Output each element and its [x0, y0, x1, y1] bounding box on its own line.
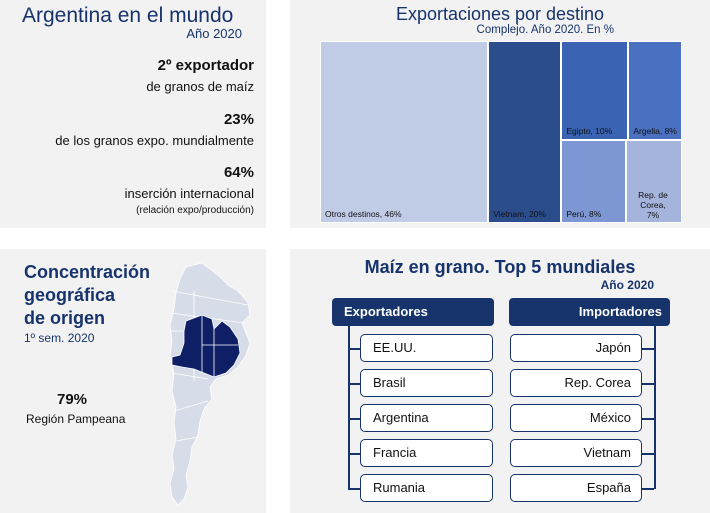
treemap-cell-label: Perú, 8%	[566, 208, 602, 219]
exporter-item: EE.UU.	[360, 334, 493, 362]
region-share-value: 79%	[57, 391, 88, 408]
exporters-connector	[348, 326, 350, 489]
pampeana-region	[171, 314, 241, 378]
treemap-cell-label: Argelia, 8%	[633, 126, 677, 137]
panel-subtitle: Año 2020	[186, 26, 242, 41]
importers-connector	[654, 326, 656, 489]
connector-tick	[642, 418, 654, 420]
importers-header: Importadores	[509, 298, 670, 326]
panel-title: Argentina en el mundo	[22, 4, 234, 27]
connector-tick	[348, 453, 360, 455]
panel-title: Concentración geográfica de origen	[24, 261, 150, 330]
importer-item: Japón	[510, 334, 642, 362]
region-share-label: Región Pampeana	[26, 412, 126, 426]
importer-item: Vietnam	[510, 439, 642, 467]
title-line: Concentración	[24, 262, 151, 282]
stat-world-share-label: de los granos expo. mundialmente	[55, 133, 254, 148]
connector-tick	[642, 488, 654, 490]
treemap-cell-label: Vietnam, 20%	[493, 209, 546, 219]
argentina-world-panel: Argentina en el mundo Año 2020 2º export…	[0, 0, 266, 228]
connector-tick	[348, 488, 360, 490]
panel-title: Maíz en grano. Top 5 mundiales	[364, 257, 636, 277]
chart-title: Exportaciones por destino	[395, 4, 605, 24]
stat-insertion-label: inserción internacional	[124, 186, 254, 201]
exporter-item: Rumania	[360, 474, 493, 502]
panel-subtitle: Año 2020	[600, 278, 654, 292]
treemap-cell: Rep. de Corea, 7%	[625, 140, 682, 223]
treemap-cell: Perú, 8%	[561, 140, 626, 223]
top5-world-panel: Maíz en grano. Top 5 mundiales Año 2020 …	[290, 249, 710, 513]
treemap-cell-label: Rep. de Corea, 7%	[638, 189, 668, 220]
importer-item: España	[510, 474, 642, 502]
treemap-cell: Otros destinos, 46%	[320, 41, 489, 223]
exporters-header: Exportadores	[332, 298, 494, 326]
connector-tick	[348, 383, 360, 385]
stat-insertion-note: (relación expo/producción)	[136, 205, 254, 216]
chart-subtitle: Complejo. Año 2020. En %	[476, 24, 614, 36]
stat-insertion: 64%	[223, 164, 254, 181]
pampeana-province-lines	[201, 315, 238, 377]
treemap-cell: Argelia, 8%	[628, 41, 682, 141]
treemap-cell: Egipto, 10%	[561, 41, 629, 141]
treemap-chart: Otros destinos, 46% Vietnam, 20% Egipto, 1…	[320, 41, 682, 223]
exporter-item: Francia	[360, 439, 493, 467]
exporter-item: Argentina	[360, 404, 493, 432]
treemap-cell-label: Otros destinos, 46%	[325, 209, 402, 219]
panel-subtitle: 1º sem. 2020	[24, 331, 95, 345]
title-line: geográfica	[24, 285, 116, 305]
treemap-cell: Vietnam, 20%	[488, 41, 562, 223]
argentina-map	[169, 262, 251, 506]
title-line: de origen	[24, 308, 106, 328]
connector-tick	[642, 453, 654, 455]
connector-tick	[642, 348, 654, 350]
connector-tick	[642, 383, 654, 385]
stat-exporter-rank: 2º exportador	[157, 57, 254, 74]
importer-item: Rep. Corea	[510, 369, 642, 397]
connector-tick	[348, 348, 360, 350]
exports-destination-panel: Exportaciones por destino Complejo. Año …	[290, 0, 710, 228]
connector-tick	[348, 418, 360, 420]
stat-exporter-label: de granos de maíz	[146, 79, 254, 94]
stat-world-share: 23%	[223, 111, 254, 128]
geographic-concentration-panel: Concentración geográfica de origen 1º se…	[0, 249, 266, 513]
importer-item: México	[510, 404, 642, 432]
map-outline	[169, 262, 251, 506]
treemap-cell-label: Egipto, 10%	[566, 126, 613, 137]
exporter-item: Brasil	[360, 369, 493, 397]
